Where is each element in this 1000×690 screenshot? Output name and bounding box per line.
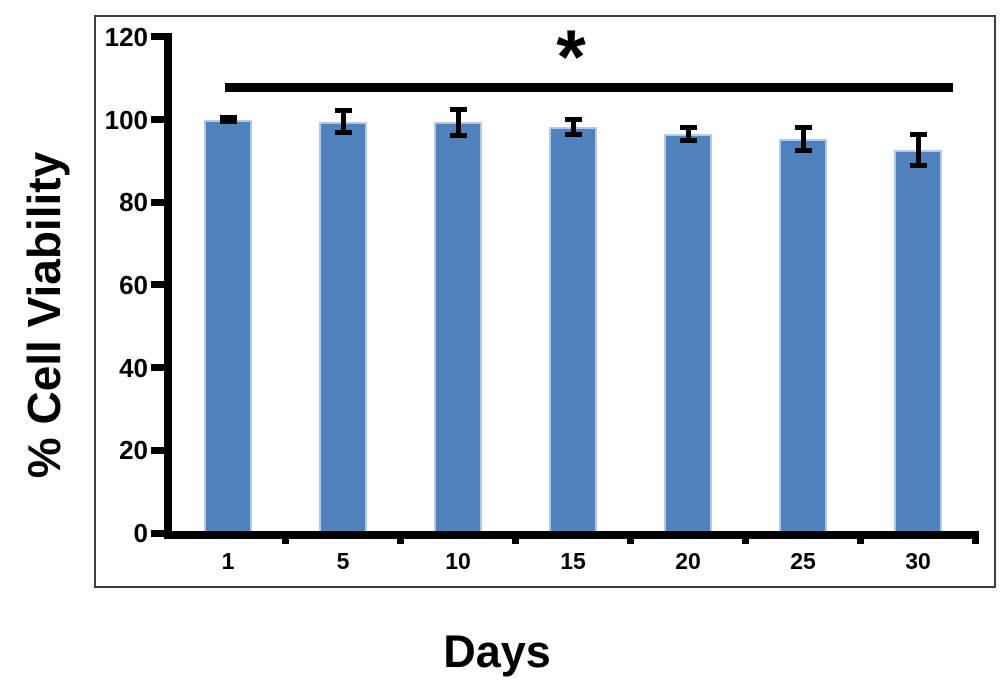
x-tick — [857, 531, 864, 544]
y-tick-label: 80 — [119, 187, 148, 218]
y-tick — [151, 364, 165, 372]
x-axis-spine — [164, 531, 979, 539]
bar — [204, 119, 252, 537]
y-tick-label: 120 — [104, 21, 148, 52]
bar — [434, 122, 482, 537]
error-bar-cap — [449, 133, 467, 139]
error-bar-cap — [219, 118, 237, 124]
x-tick-label: 1 — [221, 548, 235, 574]
x-tick — [972, 531, 979, 544]
y-tick-label: 60 — [119, 269, 148, 300]
bar — [549, 126, 597, 537]
y-axis-title: % Cell Viability — [18, 151, 70, 479]
error-bar-cap — [794, 124, 812, 130]
error-bar-cap — [794, 147, 812, 153]
bar — [779, 138, 827, 537]
x-tick-label: 20 — [675, 548, 701, 574]
bar — [664, 134, 712, 537]
x-tick-label: 15 — [560, 548, 586, 574]
y-tick — [151, 446, 165, 454]
y-tick — [151, 281, 165, 289]
error-bar-cap — [679, 138, 697, 144]
error-bar-cap — [219, 115, 237, 121]
y-tick-label: 100 — [104, 104, 148, 135]
x-axis-title: Days — [443, 626, 551, 677]
bar — [894, 150, 942, 537]
x-tick-label: 5 — [336, 548, 350, 574]
error-bar — [685, 127, 691, 142]
y-tick-label: 0 — [133, 518, 148, 548]
error-bar-cap — [564, 116, 582, 122]
error-bar-cap — [909, 131, 927, 137]
x-tick — [627, 531, 634, 544]
error-bar-cap — [679, 125, 697, 131]
error-bar-cap — [909, 163, 927, 169]
error-bar-cap — [564, 132, 582, 138]
error-bar — [915, 133, 921, 167]
y-axis-spine — [164, 33, 172, 539]
error-bar-cap — [334, 129, 352, 135]
x-tick — [512, 531, 519, 544]
bar — [319, 121, 367, 537]
x-tick-label: 10 — [445, 548, 471, 574]
error-bar-cap — [334, 108, 352, 114]
error-bar — [340, 110, 346, 133]
y-tick — [151, 529, 165, 537]
x-tick — [742, 531, 749, 544]
x-tick — [282, 531, 289, 544]
significance-asterisk: * — [556, 15, 586, 100]
x-tick-label: 30 — [905, 548, 931, 574]
x-tick-label: 25 — [790, 548, 816, 574]
error-bar — [800, 126, 806, 151]
y-tick-label: 20 — [119, 435, 148, 466]
y-tick-label: 40 — [119, 352, 148, 383]
y-tick — [151, 198, 165, 206]
x-tick — [397, 531, 404, 544]
significance-line — [225, 83, 953, 92]
error-bar — [570, 118, 576, 136]
error-bar — [455, 108, 461, 137]
y-tick — [151, 116, 165, 123]
y-tick — [151, 33, 165, 41]
error-bar-cap — [449, 106, 467, 112]
